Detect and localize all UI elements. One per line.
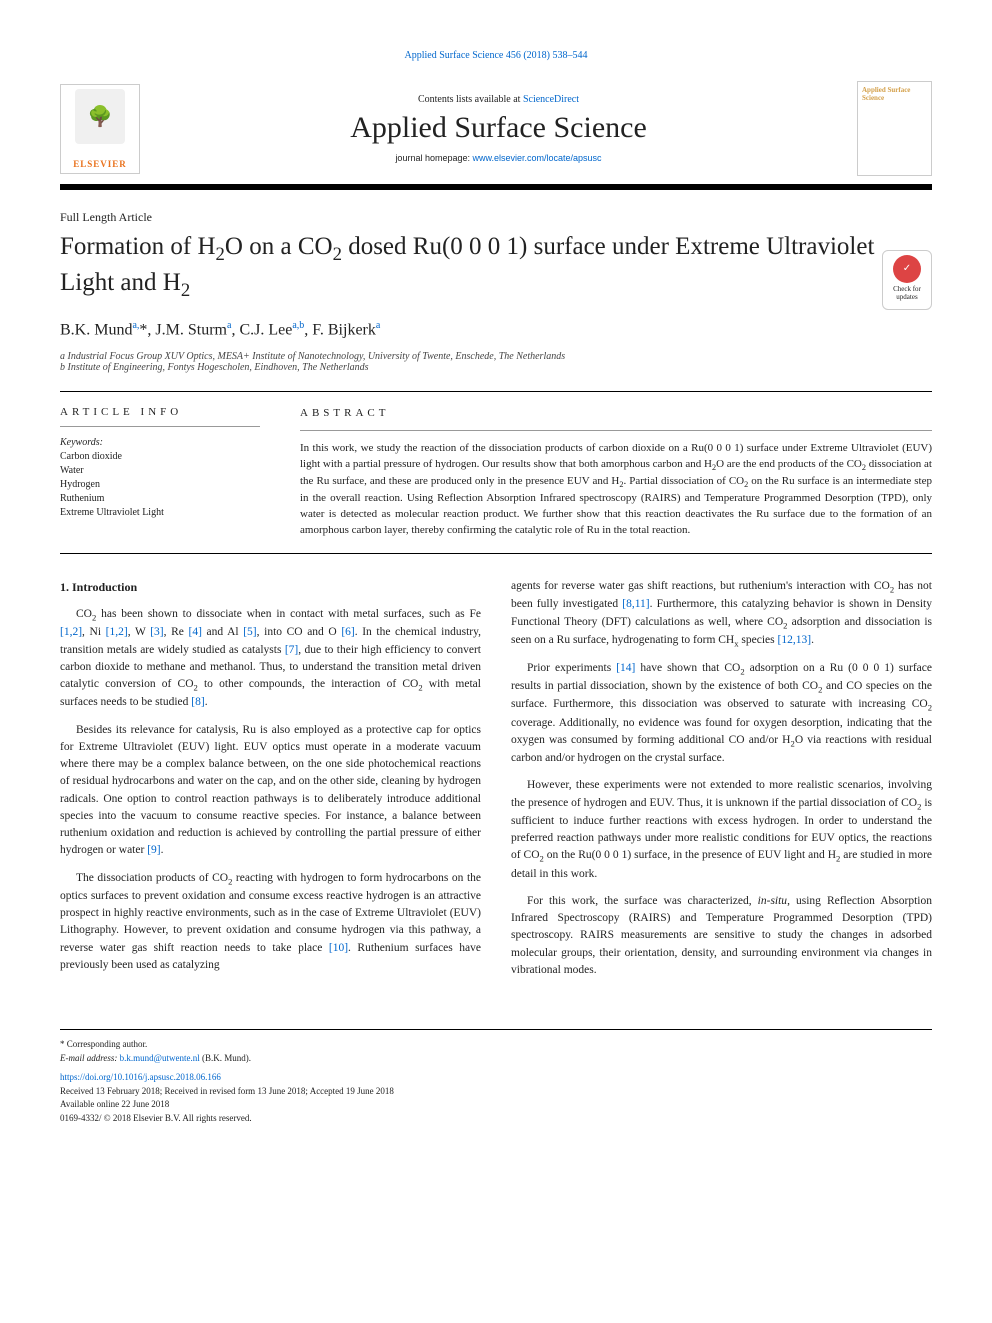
abstract-heading: ABSTRACT [300,406,932,431]
article-type: Full Length Article [60,210,932,225]
sciencedirect-link[interactable]: ScienceDirect [523,94,579,105]
article-title: Formation of H2O on a CO2 dosed Ru(0 0 0… [60,231,932,304]
para: Prior experiments [14] have shown that C… [511,660,932,767]
info-abstract-row: ARTICLE INFO Keywords: Carbon dioxide Wa… [60,391,932,554]
article-info-heading: ARTICLE INFO [60,406,260,427]
para: However, these experiments were not exte… [511,777,932,882]
copyright: 0169-4332/ © 2018 Elsevier B.V. All righ… [60,1112,932,1126]
keyword: Ruthenium [60,492,260,506]
keyword: Extreme Ultraviolet Light [60,506,260,520]
cover-title: Applied Surface Science [862,86,927,102]
top-citation-link[interactable]: Applied Surface Science 456 (2018) 538–5… [404,50,587,61]
journal-header-center: Contents lists available at ScienceDirec… [160,94,837,163]
para: CO2 has been shown to dissociate when in… [60,606,481,711]
abstract: ABSTRACT In this work, we study the reac… [300,406,932,539]
keyword: Water [60,464,260,478]
keywords-label: Keywords: [60,437,260,448]
para: Besides its relevance for catalysis, Ru … [60,722,481,860]
available-online: Available online 22 June 2018 [60,1098,932,1112]
email-label: E-mail address: [60,1053,120,1063]
journal-cover-thumb: Applied Surface Science [857,81,932,176]
check-updates-badge[interactable]: ✓ Check for updates [882,250,932,310]
journal-header: 🌳 ELSEVIER Contents lists available at S… [60,81,932,190]
journal-name: Applied Surface Science [160,111,837,145]
doi-link[interactable]: https://doi.org/10.1016/j.apsusc.2018.06… [60,1072,221,1082]
footer: * Corresponding author. E-mail address: … [60,1029,932,1125]
homepage-link[interactable]: www.elsevier.com/locate/apsusc [473,153,602,163]
email-suffix: (B.K. Mund). [200,1053,251,1063]
elsevier-logo: 🌳 ELSEVIER [60,84,140,174]
corresponding-author: * Corresponding author. E-mail address: … [60,1038,932,1065]
keyword: Hydrogen [60,478,260,492]
affiliation-b: b Institute of Engineering, Fontys Hoges… [60,362,932,373]
para: For this work, the surface was character… [511,893,932,979]
elsevier-tree-icon: 🌳 [75,89,125,144]
para: agents for reverse water gas shift react… [511,578,932,650]
received-dates: Received 13 February 2018; Received in r… [60,1085,932,1099]
authors: B.K. Munda,*, J.M. Sturma, C.J. Leea,b, … [60,320,932,339]
body-two-column: 1. Introduction CO2 has been shown to di… [60,578,932,989]
check-updates-label: Check for updates [893,285,921,301]
top-citation: Applied Surface Science 456 (2018) 538–5… [60,50,932,61]
contents-available: Contents lists available at ScienceDirec… [160,94,837,105]
article-info: ARTICLE INFO Keywords: Carbon dioxide Wa… [60,406,260,539]
elsevier-brand: ELSEVIER [73,159,127,169]
body-col-left: 1. Introduction CO2 has been shown to di… [60,578,481,989]
homepage-prefix: journal homepage: [395,153,472,163]
abstract-text: In this work, we study the reaction of t… [300,441,932,539]
journal-homepage: journal homepage: www.elsevier.com/locat… [160,153,837,163]
affiliation-a: a Industrial Focus Group XUV Optics, MES… [60,351,932,362]
affiliations: a Industrial Focus Group XUV Optics, MES… [60,351,932,373]
email-link[interactable]: b.k.mund@utwente.nl [120,1053,200,1063]
para: The dissociation products of CO2 reactin… [60,870,481,974]
check-updates-icon: ✓ [893,255,921,283]
corresp-label: * Corresponding author. [60,1039,147,1049]
contents-prefix: Contents lists available at [418,94,523,105]
keyword: Carbon dioxide [60,450,260,464]
section-heading: 1. Introduction [60,578,481,596]
body-col-right: agents for reverse water gas shift react… [511,578,932,989]
